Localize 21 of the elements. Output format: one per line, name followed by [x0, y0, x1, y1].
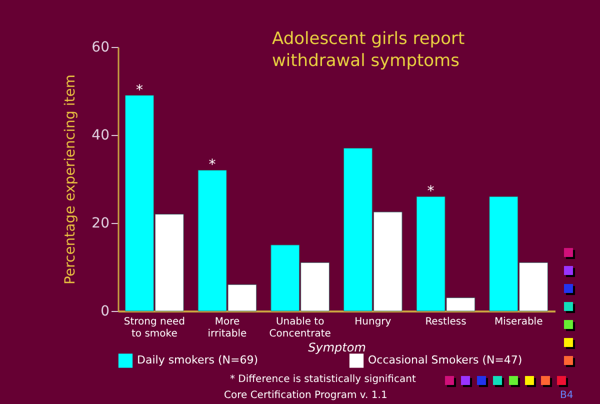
y-axis-title: Percentage experiencing item	[62, 74, 79, 284]
x-tick-label: Unable to Concentrate	[269, 316, 331, 340]
x-tick-label: Miserable	[494, 316, 543, 328]
y-tick-label: 20	[92, 216, 110, 232]
y-tick-label: 0	[100, 304, 110, 320]
legend-label: Daily smokers (N=69)	[137, 354, 258, 367]
legend-label: Occasional Smokers (N=47)	[368, 354, 522, 367]
text: Core Certification Program v. 1.1	[224, 390, 388, 401]
annotation: *	[208, 157, 216, 174]
x-tick-label: Hungry	[354, 316, 392, 328]
y-tick-label: 60	[92, 40, 110, 56]
x-tick-label: More irritable	[208, 316, 247, 340]
x-tick-label: Strong need to smoke	[124, 316, 185, 340]
text: * Difference is statistically significant	[230, 374, 416, 385]
y-tick-label: 40	[92, 128, 110, 144]
text: B4	[560, 390, 574, 401]
x-tick-label: Restless	[425, 316, 466, 328]
chart-title: Adolescent girls report withdrawal symptoms	[272, 28, 466, 72]
x-axis-title: Symptom	[308, 340, 366, 354]
annotation: *	[136, 82, 143, 98]
annotation: *	[427, 184, 434, 200]
